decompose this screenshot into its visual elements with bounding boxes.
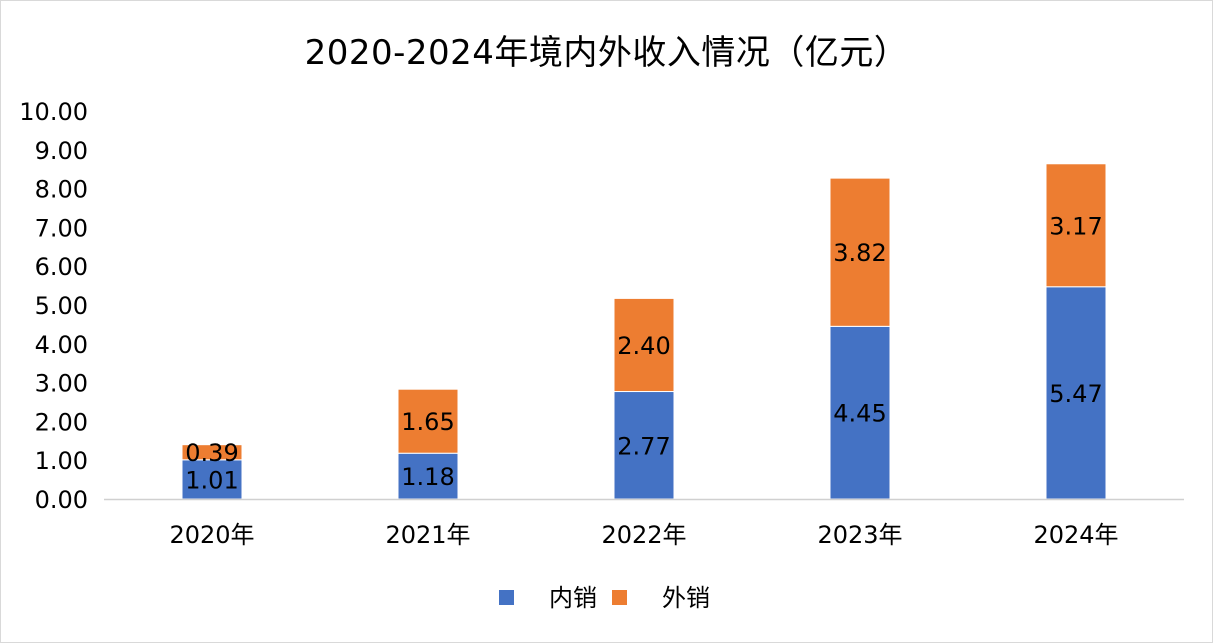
y-tick-label: 6.00 bbox=[35, 253, 88, 281]
data-label: 1.18 bbox=[401, 463, 454, 491]
bar-export bbox=[829, 177, 891, 327]
data-label: 1.01 bbox=[185, 466, 238, 494]
data-label: 3.17 bbox=[1049, 212, 1102, 240]
x-tick-label: 2022年 bbox=[601, 521, 686, 549]
y-tick-label: 0.00 bbox=[35, 486, 88, 514]
chart-title: 2020-2024年境内外收入情况（亿元） bbox=[304, 33, 909, 73]
bars-group: 1.010.39 1.18 1.65 2.77 2.40 4.45 3.82 5.47 3.17 bbox=[181, 163, 1107, 500]
x-tick-label: 2021年 bbox=[385, 521, 470, 549]
y-tick-label: 8.00 bbox=[35, 176, 88, 204]
bar-export bbox=[397, 388, 459, 454]
data-label: 1.65 bbox=[401, 408, 454, 436]
data-label: 5.47 bbox=[1049, 380, 1102, 408]
y-tick-label: 5.00 bbox=[35, 292, 88, 320]
data-label: 2.40 bbox=[617, 332, 670, 360]
y-tick-label: 4.00 bbox=[35, 331, 88, 359]
legend-label: 外销 bbox=[662, 584, 710, 612]
bar-domestic bbox=[1045, 286, 1107, 500]
bar-domestic bbox=[397, 452, 459, 500]
x-tick-label: 2024年 bbox=[1033, 521, 1118, 549]
y-tick-label: 7.00 bbox=[35, 214, 88, 242]
legend-swatch bbox=[499, 590, 514, 605]
y-tick-label: 2.00 bbox=[35, 408, 88, 436]
data-label: 2.77 bbox=[617, 432, 670, 460]
bar-export bbox=[613, 297, 675, 393]
y-tick-label: 9.00 bbox=[35, 137, 88, 165]
x-tick-label: 2020年 bbox=[169, 521, 254, 549]
data-label: 3.82 bbox=[833, 239, 886, 267]
x-tick-label: 2023年 bbox=[817, 521, 902, 549]
y-tick-label: 3.00 bbox=[35, 370, 88, 398]
legend: 内销 外销 bbox=[499, 584, 710, 612]
legend-swatch bbox=[612, 590, 627, 605]
y-tick-label: 1.00 bbox=[35, 447, 88, 475]
bar-domestic bbox=[829, 325, 891, 500]
data-label: 4.45 bbox=[833, 400, 886, 428]
data-label: 0.39 bbox=[185, 439, 238, 467]
y-tick-label: 10.00 bbox=[19, 98, 88, 126]
bar-export bbox=[181, 444, 243, 461]
x-axis: 2020年 2021年 2022年 2023年 2024年 bbox=[104, 498, 1184, 549]
bar-domestic bbox=[181, 459, 243, 500]
bar-export bbox=[1045, 163, 1107, 288]
y-axis: 0.00 1.00 2.00 3.00 4.00 5.00 6.00 7.00 8.00 9.00… bbox=[19, 98, 88, 514]
legend-label: 内销 bbox=[549, 584, 597, 612]
